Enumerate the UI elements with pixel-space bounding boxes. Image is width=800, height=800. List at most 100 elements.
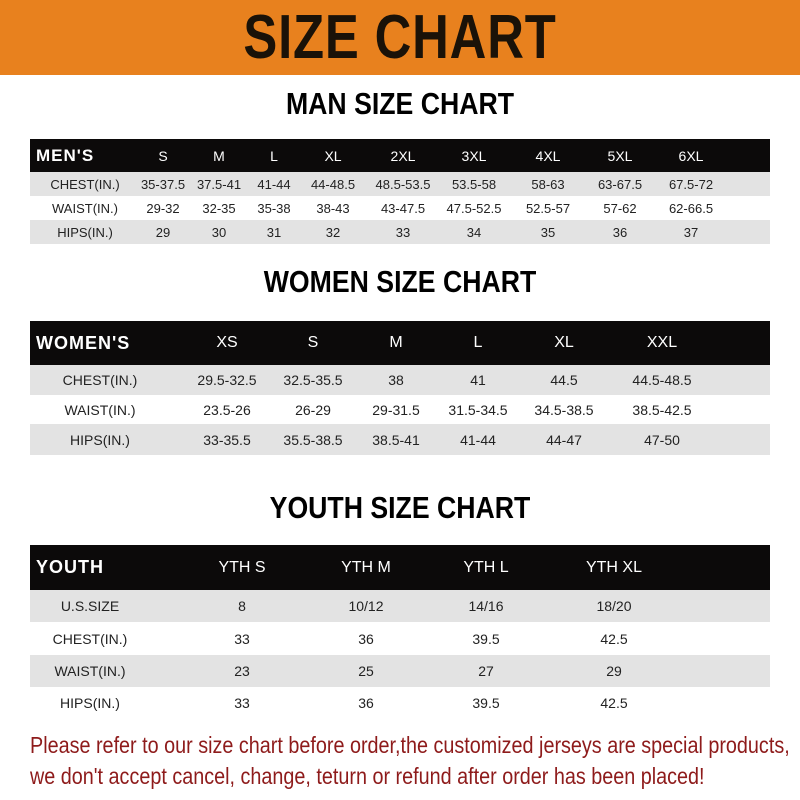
footer-notice-line-2: we don't accept cancel, change, teturn o… [30, 763, 705, 789]
measurement-cell: 44-47 [546, 431, 582, 448]
measurement-cell: 41-44 [460, 431, 496, 448]
measurement-cell: 29 [155, 224, 171, 240]
measurement-cell: 33 [234, 630, 250, 647]
measurement-cell: 44.5-48.5 [632, 372, 692, 388]
table-row: U.S.SIZE 8 10/12 14/16 18/20 [30, 590, 770, 622]
measurement-cell: 29 [606, 663, 622, 679]
measurement-cell: 41 [470, 372, 486, 388]
measurement-cell: 23 [234, 663, 250, 679]
table-header-label: WOMEN'S [36, 332, 131, 353]
measurement-cell: 33-35.5 [203, 431, 251, 448]
youth-size-table: YOUTH YTH S YTH M YTH L YTH XL U.S.SIZE 8 10/12… [30, 545, 770, 719]
measurement-cell: 8 [238, 598, 246, 614]
table-row: CHEST(IN.) 29.5-32.5 32.5-35.5 38 41 44.5 44.5… [30, 365, 770, 395]
measurement-cell: 36 [358, 695, 374, 711]
measurement-cell: 35.5-38.5 [283, 431, 343, 448]
footer-notice-line-1: Please refer to our size chart before or… [30, 732, 790, 758]
row-label: HIPS(IN.) [60, 695, 120, 711]
size-column-header: M [389, 334, 403, 351]
table-row: CHEST(IN.) 33 36 39.5 42.5 [30, 622, 770, 655]
size-column-header: L [473, 334, 483, 351]
measurement-cell: 34.5-38.5 [534, 401, 594, 418]
size-column-header: S [158, 147, 168, 164]
banner-title: SIZE CHART [243, 3, 557, 72]
measurement-cell: 10/12 [348, 598, 384, 614]
size-column-header: 4XL [535, 147, 561, 164]
table-header-label: MEN'S [36, 145, 95, 165]
measurement-cell: 35-38 [257, 200, 291, 216]
measurement-cell: 38.5-42.5 [632, 401, 692, 418]
size-chart-banner: SIZE CHART [0, 0, 800, 75]
measurement-cell: 32 [325, 224, 341, 240]
size-column-header: 5XL [607, 147, 633, 164]
men-size-table: MEN'S S M L XL 2XL 3XL 4XL 5XL 6XL CHEST(IN.) 35-37… [30, 139, 770, 244]
women-section-title: WOMEN SIZE CHART [263, 264, 537, 299]
measurement-cell: 39.5 [472, 695, 500, 711]
table-header-row: MEN'S S M L XL 2XL 3XL 4XL 5XL 6XL [30, 139, 770, 172]
row-label: HIPS(IN.) [70, 431, 130, 448]
measurement-cell: 36 [612, 224, 628, 240]
measurement-cell: 26-29 [295, 401, 331, 418]
row-label: WAIST(IN.) [52, 200, 118, 216]
measurement-cell: 36 [358, 630, 374, 647]
measurement-cell: 39.5 [472, 630, 500, 647]
size-column-header: XXL [646, 334, 678, 351]
measurement-cell: 25 [358, 663, 374, 679]
measurement-cell: 53.5-58 [451, 176, 497, 192]
measurement-cell: 33 [395, 224, 411, 240]
table-row: HIPS(IN.) 33 36 39.5 42.5 [30, 687, 770, 719]
size-column-header: 3XL [461, 147, 487, 164]
table-header-label: YOUTH [36, 557, 104, 577]
size-column-header: XL [554, 334, 574, 351]
measurement-cell: 42.5 [600, 630, 628, 647]
table-header-row: WOMEN'S XS S M L XL XXL [30, 321, 770, 365]
measurement-cell: 35 [540, 224, 556, 240]
measurement-cell: 63-67.5 [597, 176, 643, 192]
measurement-cell: 34 [466, 224, 482, 240]
size-column-header: YTH XL [585, 558, 642, 576]
size-column-header: XL [324, 147, 342, 164]
measurement-cell: 35-37.5 [140, 176, 186, 192]
measurement-cell: 32-35 [202, 200, 236, 216]
size-column-header: YTH S [218, 558, 266, 576]
measurement-cell: 43-47.5 [380, 200, 426, 216]
measurement-cell: 48.5-53.5 [375, 176, 431, 192]
measurement-cell: 18/20 [596, 598, 632, 614]
measurement-cell: 38.5-41 [372, 431, 420, 448]
measurement-cell: 38-43 [316, 200, 350, 216]
measurement-cell: 47.5-52.5 [446, 200, 502, 216]
measurement-cell: 37.5-41 [196, 176, 242, 192]
size-column-header: XS [216, 334, 238, 351]
table-row: WAIST(IN.) 23.5-26 26-29 29-31.5 31.5-34.5 34… [30, 395, 770, 424]
measurement-cell: 30 [211, 224, 227, 240]
row-label: WAIST(IN.) [54, 663, 126, 679]
measurement-cell: 62-66.5 [668, 200, 714, 216]
measurement-cell: 37 [683, 224, 699, 240]
measurement-cell: 29.5-32.5 [197, 372, 257, 388]
size-column-header: 2XL [390, 147, 416, 164]
measurement-cell: 67.5-72 [668, 176, 714, 192]
row-label: U.S.SIZE [60, 598, 120, 614]
measurement-cell: 58-63 [531, 176, 565, 192]
measurement-cell: 31 [266, 224, 282, 240]
measurement-cell: 52.5-57 [525, 200, 571, 216]
measurement-cell: 29-32 [146, 200, 180, 216]
measurement-cell: 33 [234, 695, 250, 711]
measurement-cell: 27 [478, 663, 494, 679]
measurement-cell: 31.5-34.5 [448, 401, 508, 418]
measurement-cell: 42.5 [600, 695, 628, 711]
size-column-header: S [307, 334, 319, 351]
measurement-cell: 41-44 [257, 176, 291, 192]
measurement-cell: 57-62 [603, 200, 637, 216]
size-column-header: L [270, 147, 278, 164]
table-row: WAIST(IN.) 29-32 32-35 35-38 38-43 43-47.5 47.… [30, 196, 770, 220]
row-label: WAIST(IN.) [64, 401, 136, 418]
size-column-header: YTH M [341, 558, 391, 576]
table-header-row: YOUTH YTH S YTH M YTH L YTH XL [30, 545, 770, 590]
row-label: CHEST(IN.) [62, 372, 138, 388]
row-label: CHEST(IN.) [52, 630, 128, 647]
measurement-cell: 38 [388, 372, 404, 388]
youth-section-title: YOUTH SIZE CHART [269, 490, 531, 525]
size-column-header: 6XL [678, 147, 704, 164]
size-column-header: M [213, 147, 225, 164]
